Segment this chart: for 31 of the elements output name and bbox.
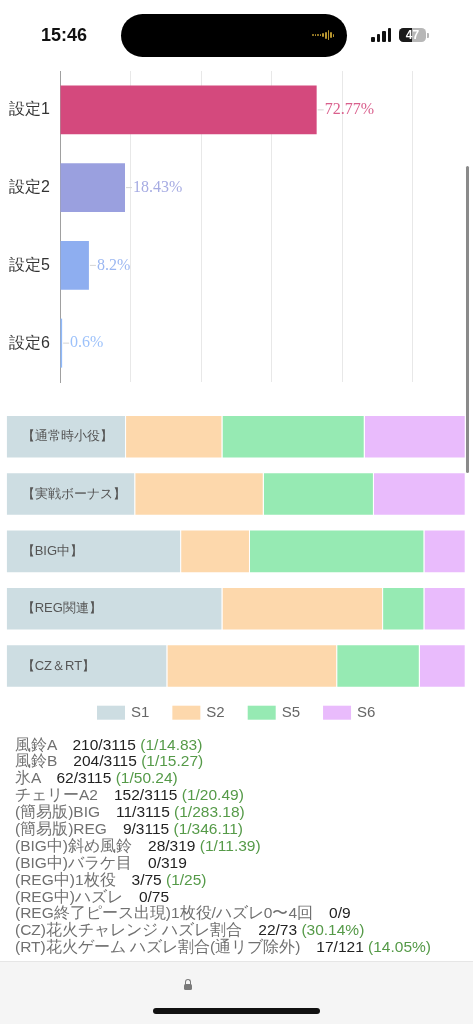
- legend-label: S1: [131, 702, 150, 720]
- text: チェリーA2 152/3115 (1/20.49): [15, 786, 244, 804]
- text: (REG中)ハズレ 0/75: [15, 887, 170, 905]
- data-label: 72.77%: [324, 100, 374, 118]
- data-label: 18.43%: [133, 177, 183, 195]
- text: (簡易版)REG 9/3115 (1/346.11): [15, 819, 243, 837]
- text: 風鈴B 204/3115 (1/15.27): [15, 752, 204, 770]
- legend-label: S6: [357, 702, 376, 720]
- text: 15:46: [41, 24, 88, 46]
- text: (簡易版)BIG 11/3115 (1/283.18): [15, 803, 245, 821]
- text: (REG中)1枚役 3/75 (1/25): [15, 870, 207, 888]
- y-tick-label: 設定1: [9, 100, 51, 118]
- y-tick-label: 設定2: [9, 178, 51, 196]
- text: (RT)花火ゲーム ハズレ割合(通リブ除外) 17/121 (14.05%): [15, 938, 431, 956]
- data-label: 0.6%: [70, 333, 104, 351]
- text: (CZ)花火チャレンジ ハズレ割合 22/73 (30.14%): [15, 921, 365, 939]
- y-tick-label: 【実戦ボーナス】: [21, 485, 126, 501]
- text: (BIG中)バラケ目 0/319: [15, 853, 187, 871]
- text: (REG終了ピース出現)1枚役/ハズレ0〜4回 0/9: [15, 904, 351, 922]
- legend-label: S5: [281, 702, 301, 720]
- y-tick-label: 設定5: [9, 255, 51, 273]
- text: 風鈴A 210/3115 (1/14.83): [15, 735, 203, 753]
- y-tick-label: 【REG関連】: [21, 600, 102, 616]
- y-tick-label: 【BIG中】: [21, 542, 84, 558]
- text: (BIG中)斜め風鈴 28/319 (1/11.39): [15, 836, 261, 854]
- y-tick-label: 【通常時小役】: [21, 428, 113, 444]
- legend-label: S2: [206, 702, 225, 720]
- text: 氷A 62/3115 (1/50.24): [15, 769, 178, 787]
- y-tick-label: 【CZ＆RT】: [21, 657, 96, 673]
- y-tick-label: 設定6: [9, 333, 51, 351]
- data-label: 8.2%: [96, 255, 131, 273]
